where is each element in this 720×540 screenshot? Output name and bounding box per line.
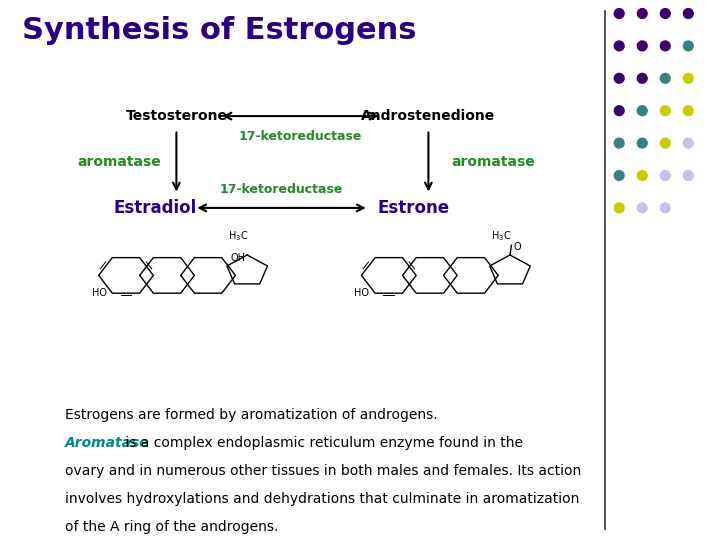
Point xyxy=(683,171,694,180)
Point xyxy=(660,204,671,212)
Point xyxy=(636,204,648,212)
Text: HO: HO xyxy=(91,288,107,298)
Text: Estrone: Estrone xyxy=(378,199,450,217)
Point xyxy=(636,74,648,83)
Text: Synthesis of Estrogens: Synthesis of Estrogens xyxy=(22,16,416,45)
Text: ovary and in numerous other tissues in both males and females. Its action: ovary and in numerous other tissues in b… xyxy=(65,464,581,478)
Text: aromatase: aromatase xyxy=(451,155,535,169)
Point xyxy=(636,42,648,50)
Point xyxy=(613,106,625,115)
Text: 17-ketoreductase: 17-ketoreductase xyxy=(220,183,343,196)
Point xyxy=(683,74,694,83)
Text: Estrogens are formed by aromatization of androgens.: Estrogens are formed by aromatization of… xyxy=(65,408,438,422)
Point xyxy=(683,42,694,50)
Text: HO: HO xyxy=(354,288,369,298)
Text: aromatase: aromatase xyxy=(77,155,161,169)
Point xyxy=(613,171,625,180)
Text: H$_3$C: H$_3$C xyxy=(228,230,249,243)
Text: Aromatase: Aromatase xyxy=(65,436,150,450)
Text: OH: OH xyxy=(230,253,246,264)
Point xyxy=(660,171,671,180)
Point xyxy=(613,204,625,212)
Point xyxy=(660,139,671,147)
Text: Testosterone: Testosterone xyxy=(125,109,228,123)
Text: 17-ketoreductase: 17-ketoreductase xyxy=(239,130,362,143)
Point xyxy=(660,106,671,115)
Point xyxy=(683,9,694,18)
Point xyxy=(636,106,648,115)
Point xyxy=(636,139,648,147)
Point xyxy=(683,106,694,115)
Point xyxy=(613,9,625,18)
Text: Estradiol: Estradiol xyxy=(113,199,197,217)
Text: of the A ring of the androgens.: of the A ring of the androgens. xyxy=(65,520,278,534)
Text: H$_3$C: H$_3$C xyxy=(491,230,512,243)
Point xyxy=(683,139,694,147)
Point xyxy=(636,171,648,180)
Text: is a complex endoplasmic reticulum enzyme found in the: is a complex endoplasmic reticulum enzym… xyxy=(121,436,523,450)
Point xyxy=(613,74,625,83)
Point xyxy=(613,139,625,147)
Point xyxy=(636,9,648,18)
Point xyxy=(660,9,671,18)
Text: O: O xyxy=(513,242,521,252)
Point xyxy=(660,74,671,83)
Text: Androstenedione: Androstenedione xyxy=(361,109,495,123)
Point xyxy=(613,42,625,50)
Point xyxy=(660,42,671,50)
Text: involves hydroxylations and dehydrations that culminate in aromatization: involves hydroxylations and dehydrations… xyxy=(65,492,579,506)
